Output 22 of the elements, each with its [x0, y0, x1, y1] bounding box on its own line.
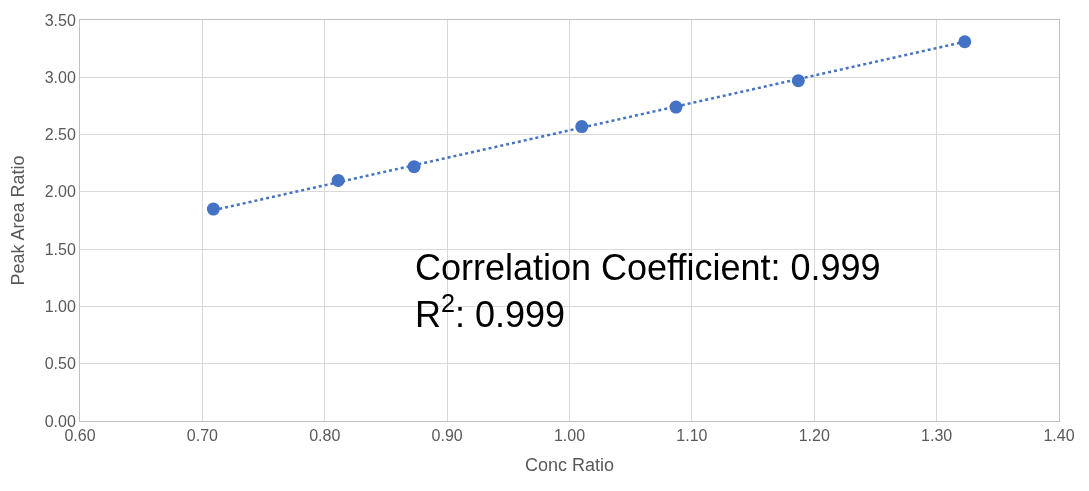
y-tick-label: 0.50	[44, 355, 76, 373]
point	[958, 35, 972, 49]
x-tick-label: 0.60	[64, 427, 96, 445]
annotation: Correlation Coefficient: 0.999 R$^{2}$: 0.999	[415, 247, 881, 335]
y-tick-label: 0.00	[44, 412, 76, 430]
point	[206, 202, 220, 216]
y-tick-label: 1.00	[44, 298, 76, 316]
x-tick-label: 0.90	[431, 427, 463, 445]
x-tick-label: 0.80	[309, 427, 341, 445]
x-tick-label: 0.70	[186, 427, 219, 445]
x-tick-label: 1.30	[921, 427, 953, 445]
y-tick-label: 3.00	[44, 68, 76, 86]
y-axis-title: Peak Area Ratio	[7, 155, 28, 286]
y-tick-label: 2.00	[44, 183, 76, 201]
x-axis-title: Conc Ratio	[524, 455, 615, 476]
y-tick-label: 1.50	[44, 240, 76, 258]
x-tick-label: 1.20	[798, 427, 830, 445]
x-tick-label: 1.00	[553, 427, 586, 445]
x-tick-label: 1.40	[1043, 427, 1075, 445]
y-tick-label: 2.50	[44, 126, 76, 144]
y-tick-label: 3.50	[44, 11, 76, 29]
x-tick-label: 1.10	[676, 427, 708, 445]
